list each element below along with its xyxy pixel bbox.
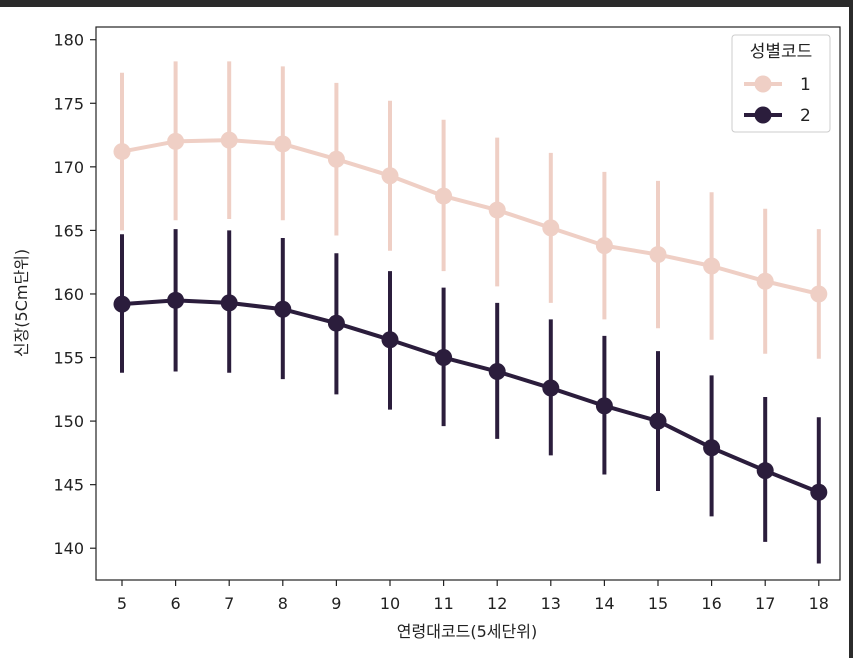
- x-axis: 5 6 7 8 9 10 11 12 13 14 15 16 17 18: [117, 580, 829, 613]
- y-axis: 140 145 150 155 160 165 170 175 180: [53, 31, 96, 558]
- x-tick-label: 8: [278, 594, 288, 613]
- x-tick-label: 5: [117, 594, 127, 613]
- data-point: [703, 439, 721, 457]
- y-tick-label: 175: [53, 94, 84, 113]
- data-point: [649, 246, 667, 264]
- x-tick-label: 6: [171, 594, 181, 613]
- legend-marker: [754, 106, 772, 124]
- x-tick-label: 17: [755, 594, 775, 613]
- data-point: [542, 379, 560, 397]
- y-axis-label: 신장(5Cm단위): [12, 249, 31, 357]
- data-point: [167, 291, 185, 309]
- legend-label: 2: [800, 106, 811, 126]
- data-point: [381, 331, 399, 349]
- data-point: [595, 237, 613, 255]
- data-point: [435, 349, 453, 367]
- x-tick-label: 12: [487, 594, 507, 613]
- x-tick-label: 15: [648, 594, 668, 613]
- data-point: [756, 462, 774, 480]
- axes-frame: [95, 26, 841, 581]
- series-layer: [113, 61, 828, 564]
- series-2: [113, 229, 828, 564]
- data-point: [167, 132, 185, 150]
- data-point: [649, 412, 667, 430]
- data-point: [220, 131, 238, 149]
- data-point: [113, 295, 131, 313]
- data-point: [703, 257, 721, 275]
- y-tick-label: 180: [53, 31, 84, 50]
- data-point: [274, 135, 292, 153]
- legend-marker: [754, 75, 772, 93]
- y-tick-label: 155: [53, 349, 84, 368]
- window-right-strip: [849, 0, 853, 658]
- data-point: [488, 363, 506, 381]
- data-point: [381, 167, 399, 185]
- x-tick-label: 10: [380, 594, 400, 613]
- legend-title: 성별코드: [750, 42, 813, 62]
- data-point: [810, 285, 828, 303]
- data-point: [542, 219, 560, 237]
- x-tick-label: 16: [701, 594, 721, 613]
- data-point: [756, 272, 774, 290]
- data-point: [488, 201, 506, 219]
- y-tick-label: 145: [53, 476, 84, 495]
- x-tick-label: 14: [594, 594, 614, 613]
- data-point: [810, 483, 828, 501]
- data-point: [327, 314, 345, 332]
- data-point: [274, 300, 292, 318]
- x-tick-label: 9: [331, 594, 341, 613]
- series-line: [121, 298, 820, 495]
- legend-label: 1: [800, 75, 811, 95]
- x-tick-label: 18: [809, 594, 829, 613]
- series-line: [121, 138, 820, 296]
- y-tick-label: 170: [53, 158, 84, 177]
- y-tick-label: 150: [53, 412, 84, 431]
- data-point: [220, 294, 238, 312]
- series-1: [113, 61, 828, 359]
- x-tick-label: 7: [224, 594, 234, 613]
- data-point: [595, 397, 613, 415]
- legend: 성별코드 1 2: [731, 34, 831, 133]
- y-tick-label: 165: [53, 221, 84, 240]
- y-tick-label: 160: [53, 285, 84, 304]
- x-tick-label: 11: [433, 594, 453, 613]
- window-top-strip: [0, 0, 853, 7]
- y-tick-label: 140: [53, 539, 84, 558]
- data-point: [113, 143, 131, 161]
- x-axis-label: 연령대코드(5세단위): [397, 622, 537, 641]
- x-tick-label: 13: [541, 594, 561, 613]
- data-point: [435, 187, 453, 205]
- data-point: [327, 150, 345, 168]
